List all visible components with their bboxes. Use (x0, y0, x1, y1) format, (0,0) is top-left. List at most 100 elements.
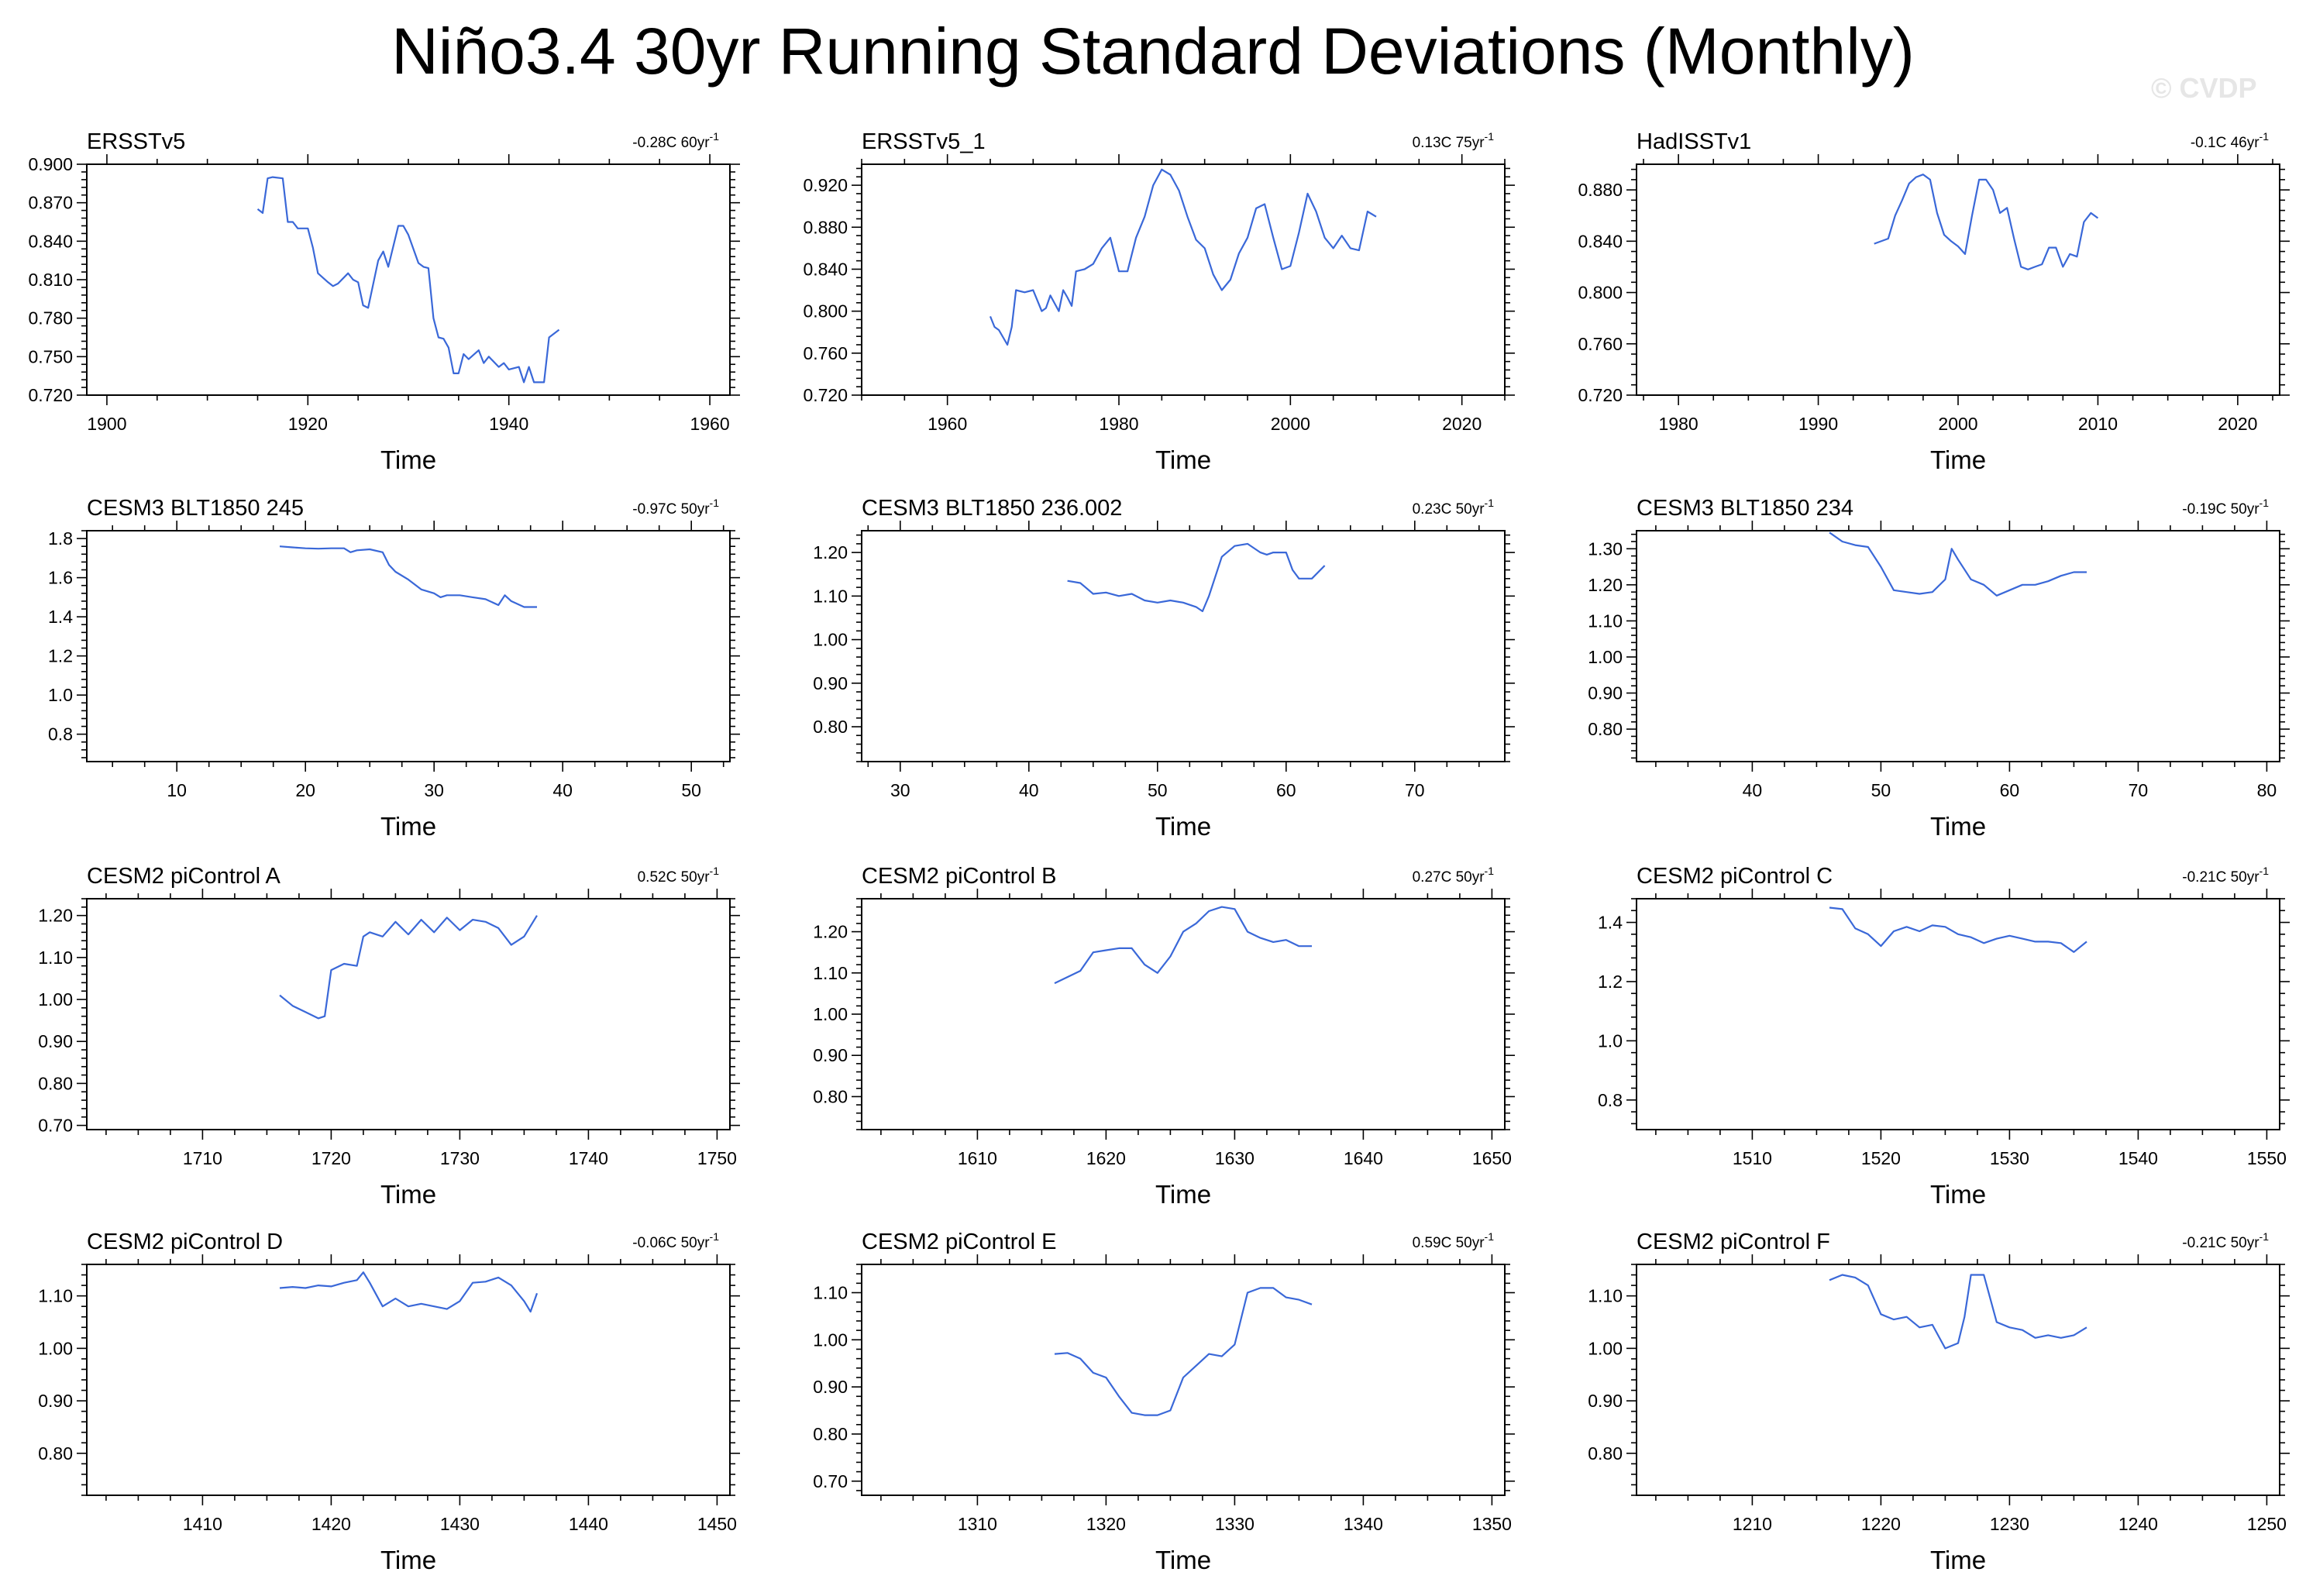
trend-exponent: -1 (2260, 1230, 2270, 1243)
trend-label: -0.06C 50yr-1 (632, 1230, 719, 1251)
trend-label: -0.19C 50yr-1 (2182, 497, 2269, 518)
y-tick-label: 0.810 (28, 270, 73, 290)
x-tick-label: 40 (1743, 780, 1763, 800)
y-tick-label: 1.00 (1588, 1338, 1623, 1358)
trend-label: 0.13C 75yr-1 (1413, 130, 1495, 151)
y-tick-label: 1.00 (813, 630, 848, 650)
x-tick-label: 2010 (2078, 414, 2118, 434)
y-tick-label: 1.10 (1588, 1286, 1623, 1306)
trend-exponent: -1 (1485, 130, 1495, 143)
x-tick-label: 80 (2257, 780, 2277, 800)
series-line (256, 176, 560, 384)
x-tick-label: 1750 (697, 1148, 737, 1168)
trend-exponent: -1 (1485, 497, 1495, 509)
x-tick-label: 1450 (697, 1514, 737, 1534)
trend-value: -0.97C 50yr (632, 501, 710, 518)
y-tick-label: 0.90 (38, 1391, 73, 1411)
plot-frame (1636, 1264, 2280, 1496)
y-tick-label: 1.20 (1588, 575, 1623, 595)
panel-title: CESM2 piControl E (862, 1230, 1056, 1254)
x-tick-label: 1510 (1733, 1148, 1772, 1168)
y-tick-label: 0.8 (1598, 1090, 1623, 1110)
y-tick-label: 0.800 (1578, 283, 1623, 303)
panel-3: HadISSTv1 -0.1C 46yr-1 1980 1990 2000 2010 202… (1578, 129, 2290, 474)
panel-title: CESM2 piControl C (1637, 864, 1833, 889)
panel-title: CESM2 piControl A (87, 864, 281, 889)
series-line (1829, 531, 2087, 597)
plot-frame (86, 163, 731, 396)
x-tick-label: 1210 (1733, 1514, 1772, 1534)
x-axis-label: Time (1930, 1546, 1986, 1574)
panel-4: CESM3 BLT1850 245 -0.97C 50yr-1 10 20 30 40 50… (48, 496, 740, 841)
trend-label: 0.27C 50yr-1 (1413, 865, 1495, 886)
panel-12: CESM2 piControl F -0.21C 50yr-1 1210 1220 12… (1588, 1230, 2290, 1574)
trend-value: -0.19C 50yr (2182, 501, 2260, 518)
x-tick-label: 1980 (1099, 414, 1138, 434)
y-tick-label: 1.10 (38, 1286, 73, 1306)
y-tick-label: 0.880 (1578, 180, 1623, 200)
y-tick-label: 0.80 (813, 717, 848, 737)
series-line (279, 545, 537, 608)
trend-exponent: -1 (2260, 130, 2270, 143)
trend-value: -0.21C 50yr (2182, 1235, 2260, 1251)
trend-exponent: -1 (1485, 865, 1495, 877)
x-axis-label: Time (1155, 812, 1211, 841)
trend-exponent: -1 (710, 497, 720, 509)
panel-title: CESM2 piControl F (1637, 1230, 1830, 1254)
trend-label: -0.28C 60yr-1 (632, 130, 719, 151)
x-tick-label: 1650 (1472, 1148, 1512, 1168)
y-tick-label: 1.10 (813, 1282, 848, 1302)
y-tick-label: 0.720 (803, 385, 848, 405)
x-tick-label: 1520 (1861, 1148, 1901, 1168)
y-tick-label: 0.70 (813, 1471, 848, 1491)
trend-exponent: -1 (2260, 497, 2270, 509)
x-tick-label: 1310 (958, 1514, 997, 1534)
panel-title: HadISSTv1 (1637, 129, 1751, 154)
panel-7: CESM2 piControl A 0.52C 50yr-1 1710 1720 173… (38, 864, 740, 1209)
y-tick-label: 0.90 (1588, 683, 1623, 703)
y-tick-label: 0.90 (813, 673, 848, 693)
trend-exponent: -1 (710, 130, 720, 143)
y-tick-label: 0.80 (813, 1424, 848, 1444)
series-line (1829, 906, 2087, 953)
panel-2: ERSSTv5_1 0.13C 75yr-1 1960 1980 2000 2020 0.7… (803, 129, 1515, 474)
y-tick-label: 0.800 (803, 301, 848, 322)
y-tick-label: 1.4 (48, 607, 73, 627)
trend-label: -0.21C 50yr-1 (2182, 865, 2269, 886)
y-tick-label: 0.80 (1588, 1443, 1623, 1464)
x-tick-label: 1230 (1990, 1514, 2029, 1534)
y-tick-label: 1.8 (48, 528, 73, 549)
trend-value: 0.52C 50yr (638, 869, 711, 886)
y-tick-label: 1.10 (813, 586, 848, 606)
x-axis-label: Time (1155, 445, 1211, 474)
series-line (989, 168, 1377, 346)
panel-9: CESM2 piControl C -0.21C 50yr-1 1510 1520 15… (1598, 864, 2290, 1209)
plot-frame (1636, 898, 2280, 1130)
x-tick-label: 1990 (1798, 414, 1838, 434)
panel-title: CESM2 piControl B (862, 864, 1056, 889)
cvdp-watermark: © CVDP (2151, 72, 2257, 104)
x-tick-label: 40 (1019, 780, 1039, 800)
x-tick-label: 1940 (489, 414, 528, 434)
series-line (1874, 174, 2099, 270)
panel-11: CESM2 piControl E 0.59C 50yr-1 1310 1320 133… (813, 1230, 1515, 1574)
panel-10: CESM2 piControl D -0.06C 50yr-1 1410 1420 14… (38, 1230, 740, 1574)
trend-label: 0.52C 50yr-1 (638, 865, 720, 886)
x-tick-label: 1640 (1344, 1148, 1383, 1168)
plot-frame (86, 530, 731, 762)
trend-label: 0.59C 50yr-1 (1413, 1230, 1495, 1251)
series-line (1054, 906, 1312, 985)
x-tick-label: 2000 (1271, 414, 1310, 434)
x-tick-label: 1920 (288, 414, 328, 434)
panel-5: CESM3 BLT1850 236.002 0.23C 50yr-1 30 40 50 6… (813, 496, 1515, 841)
y-tick-label: 0.80 (38, 1443, 73, 1464)
x-tick-label: 10 (167, 780, 187, 800)
y-tick-label: 1.20 (813, 922, 848, 942)
x-axis-label: Time (1155, 1546, 1211, 1574)
plot-frame (1636, 163, 2280, 396)
plot-frame (861, 163, 1506, 396)
y-tick-label: 0.70 (38, 1116, 73, 1136)
y-tick-label: 0.920 (803, 175, 848, 195)
series-line (279, 1271, 539, 1313)
y-tick-label: 0.720 (1578, 385, 1623, 405)
